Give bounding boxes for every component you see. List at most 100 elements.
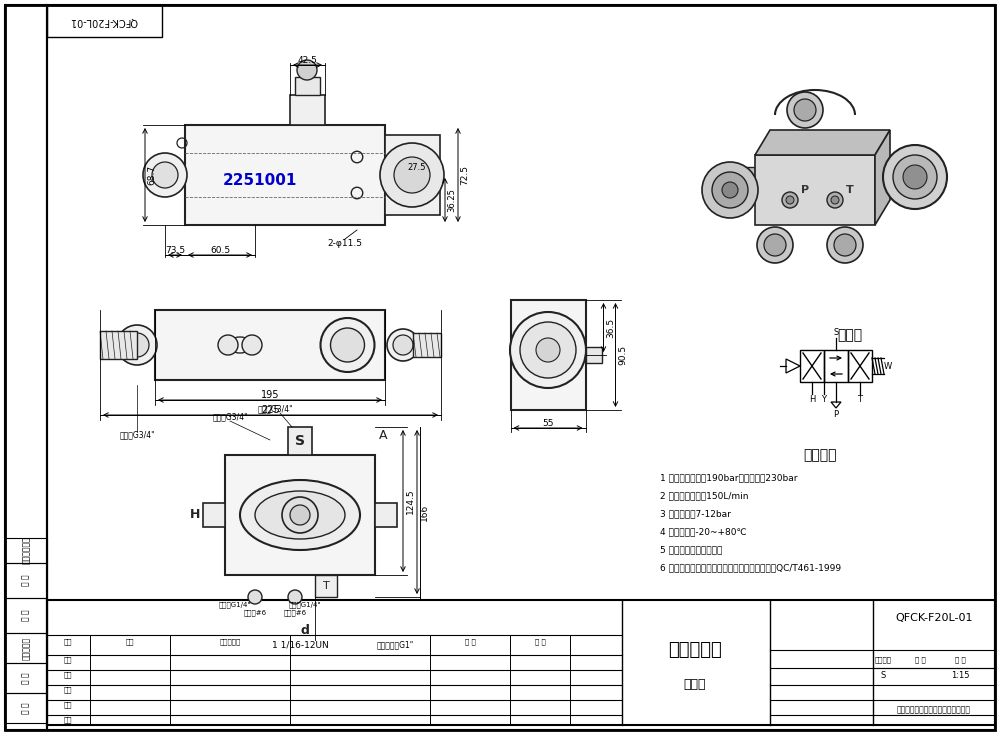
Circle shape [893, 155, 937, 199]
Bar [5, 633, 47, 663]
Bar [5, 5, 47, 730]
Bar [155, 310, 385, 380]
Circle shape [218, 335, 238, 355]
Text: QFCK-F20L-01: QFCK-F20L-01 [895, 613, 973, 623]
Bar [185, 125, 385, 225]
Text: 2 流量：最大流量150L/min: 2 流量：最大流量150L/min [660, 492, 748, 501]
Circle shape [387, 329, 419, 361]
Text: 1 压力：额定压力190bar，最大压力230bar: 1 压力：额定压力190bar，最大压力230bar [660, 473, 798, 482]
Text: d: d [301, 623, 309, 637]
Text: 195: 195 [261, 390, 279, 400]
Circle shape [520, 322, 576, 378]
Text: H: H [809, 395, 815, 404]
Circle shape [394, 157, 430, 193]
Circle shape [757, 227, 793, 263]
Circle shape [903, 165, 927, 189]
Text: 90.5: 90.5 [618, 345, 627, 365]
Circle shape [883, 145, 947, 209]
Circle shape [827, 227, 863, 263]
Text: 进气口G1/4": 进气口G1/4" [219, 602, 251, 609]
Circle shape [764, 234, 786, 256]
Text: 日 期: 日 期 [22, 702, 30, 714]
Text: S: S [880, 672, 886, 681]
Text: 复核: 复核 [64, 672, 72, 678]
Circle shape [297, 60, 317, 80]
Text: QFCK-F20L-01: QFCK-F20L-01 [70, 16, 138, 26]
Circle shape [702, 162, 758, 218]
Text: 审核: 审核 [64, 686, 72, 693]
Bar [385, 135, 440, 215]
Circle shape [831, 196, 839, 204]
Bar [5, 598, 47, 633]
Text: 2-φ11.5: 2-φ11.5 [328, 238, 362, 248]
Circle shape [282, 497, 318, 533]
Polygon shape [755, 155, 875, 225]
Bar [47, 600, 995, 725]
Ellipse shape [255, 491, 345, 539]
Text: 原理图: 原理图 [837, 328, 863, 342]
Bar [47, 5, 162, 37]
Text: 标记: 标记 [64, 639, 72, 645]
Text: P: P [801, 185, 809, 195]
Text: T: T [846, 185, 854, 195]
Text: P: P [833, 409, 839, 418]
Circle shape [536, 338, 560, 362]
Text: 124.5: 124.5 [406, 488, 415, 514]
Text: 签 字: 签 字 [465, 639, 475, 645]
Text: 进气嘴#6: 进气嘴#6 [283, 610, 307, 617]
Text: 管道用附管记: 管道用附管记 [22, 537, 30, 564]
Text: 回油口G3/4": 回油口G3/4" [212, 412, 248, 421]
Circle shape [722, 182, 738, 198]
Circle shape [794, 99, 816, 121]
Text: 72.5: 72.5 [460, 165, 470, 185]
Text: T: T [858, 395, 862, 404]
Text: 1:15: 1:15 [951, 672, 969, 681]
Circle shape [834, 234, 856, 256]
Bar [100, 331, 137, 359]
Text: 处数: 处数 [126, 639, 134, 645]
Circle shape [288, 590, 302, 604]
Text: 设计: 设计 [64, 656, 72, 663]
Bar [225, 455, 375, 575]
Text: S: S [295, 434, 305, 448]
Circle shape [152, 162, 178, 188]
Circle shape [393, 335, 413, 355]
Bar [5, 693, 47, 723]
Text: Y: Y [822, 395, 826, 404]
Bar [5, 538, 47, 563]
Text: 36.25: 36.25 [448, 188, 456, 212]
Circle shape [143, 153, 187, 197]
Bar [511, 300, 586, 410]
Circle shape [712, 172, 748, 208]
Text: 签 字: 签 字 [22, 673, 30, 684]
Bar [5, 663, 47, 693]
Text: W: W [884, 362, 892, 370]
Text: 绘 图: 绘 图 [22, 575, 30, 587]
Text: H: H [190, 509, 200, 522]
Text: 液压换向阀: 液压换向阀 [668, 641, 722, 659]
Text: 工艺: 工艺 [64, 702, 72, 709]
Bar [800, 350, 824, 382]
Text: 27.5: 27.5 [408, 162, 426, 171]
Circle shape [242, 335, 262, 355]
Bar [824, 350, 848, 382]
Text: A: A [379, 429, 387, 442]
Text: 225: 225 [261, 405, 280, 415]
Text: 42.5: 42.5 [298, 56, 317, 65]
Ellipse shape [240, 480, 360, 550]
Text: 校 量: 校 量 [22, 610, 30, 621]
Polygon shape [875, 130, 890, 225]
Text: 6 产品执行标准：《自卸汽车换向阀技术条件》QC/T461-1999: 6 产品执行标准：《自卸汽车换向阀技术条件》QC/T461-1999 [660, 564, 841, 573]
Circle shape [330, 328, 364, 362]
Text: 进油口G3/4": 进油口G3/4" [257, 404, 293, 414]
Text: 36.5: 36.5 [606, 318, 615, 337]
Text: 更改文件号: 更改文件号 [219, 639, 241, 645]
Bar [730, 167, 755, 203]
Circle shape [320, 318, 374, 372]
Bar [5, 563, 47, 598]
Circle shape [787, 92, 823, 128]
Bar [848, 350, 872, 382]
Text: 比 例: 比 例 [955, 656, 965, 663]
Circle shape [248, 590, 262, 604]
Bar [295, 77, 320, 95]
